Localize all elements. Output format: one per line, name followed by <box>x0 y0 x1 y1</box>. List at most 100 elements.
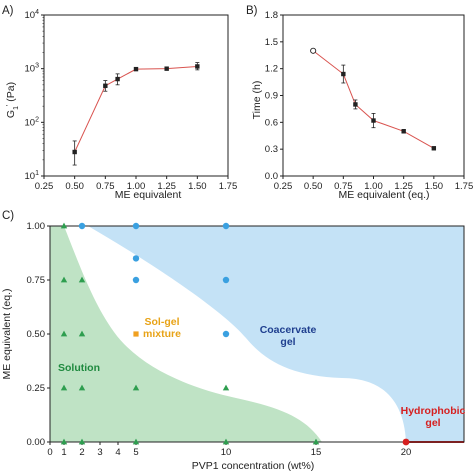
panel-a: A) ME equivalent G1' (Pa) 0.25 0.50 0.75 1.… <box>2 5 237 201</box>
panel-a-series-line <box>74 65 198 153</box>
panel-b-ytick-label: 0.9 <box>265 91 278 102</box>
panel-c: C) PVP1 concentration (wt%) ME equivalen… <box>1 210 466 472</box>
coacervate-label: Coacervate gel <box>260 324 317 348</box>
panel-a-xtick-label: 1.25 <box>157 181 176 192</box>
solution-marker <box>132 438 140 445</box>
panel-a-point <box>72 149 77 155</box>
panel-c-xtick-label: 3 <box>97 447 102 458</box>
panel-b-xtick-label: 0.50 <box>304 181 323 192</box>
panel-c-ytick-label: 0.00 <box>27 437 46 448</box>
panel-b-point <box>353 102 358 107</box>
solution-marker <box>78 330 86 337</box>
panel-a-ylabel-main: G <box>5 110 17 118</box>
panel-c-xtick-label: 2 <box>79 447 84 458</box>
panel-a-ytick-label: 104 <box>25 9 40 21</box>
panel-a-xtick-label: 0.25 <box>35 181 54 192</box>
solution-marker <box>60 276 68 283</box>
panel-c-ytick-label: 1.00 <box>27 221 46 232</box>
panel-c-xlabel: PVP1 concentration (wt%) <box>192 460 315 472</box>
panel-a-xtick-label: 1.00 <box>127 181 146 192</box>
panel-b-point <box>371 118 376 123</box>
panel-a-point <box>115 76 120 82</box>
panel-b-ytick-label: 0.6 <box>265 117 278 128</box>
hydrophobic-marker <box>402 438 410 446</box>
panel-a-xtick-label: 1.75 <box>219 181 238 192</box>
solution-marker <box>60 330 68 337</box>
panel-a-point <box>195 64 200 69</box>
solution-marker <box>222 384 230 391</box>
solution-marker <box>60 438 68 445</box>
panel-a-ytick-label: 101 <box>25 170 40 182</box>
panel-a-ylabel-sup: ' <box>6 105 13 106</box>
panel-c-xtick-label: 10 <box>221 447 232 458</box>
panel-b-point <box>431 146 437 151</box>
panel-a-ytick-label: 102 <box>25 116 40 128</box>
panel-c-label: C) <box>2 210 14 222</box>
panel-b: B) ME equivalent (eq.) Time (h) 0.25 0.50… <box>246 5 473 201</box>
panel-c-ytick-label: 0.25 <box>27 383 46 394</box>
solution-marker <box>222 438 230 445</box>
panel-b-xtick-label: 1.50 <box>425 181 444 192</box>
panel-c-xtick-label: 20 <box>401 447 412 458</box>
panel-b-frame <box>282 14 465 177</box>
panel-a-frame <box>43 14 229 177</box>
coacervate-marker <box>132 255 140 262</box>
panel-c-xtick-label: 5 <box>133 447 138 458</box>
panel-b-xtick-label: 1.25 <box>394 181 413 192</box>
panel-b-label: B) <box>246 5 258 17</box>
panel-b-point-open <box>310 47 317 54</box>
panel-b-xtick-label: 0.75 <box>334 181 353 192</box>
panel-a-ylabel-sub: 1 <box>13 106 20 110</box>
panel-a-ylabel-unit: (Pa) <box>5 82 17 105</box>
panel-b-ytick-label: 0.0 <box>265 171 278 182</box>
panel-b-xtick-label: 0.25 <box>274 181 293 192</box>
panel-a-point <box>164 66 169 71</box>
panel-b-ytick-label: 1.5 <box>265 37 278 48</box>
coacervate-marker <box>78 222 86 230</box>
panel-b-ytick-label: 0.3 <box>265 144 278 155</box>
hydrophobic-label: Hydrophobic gel <box>401 405 466 429</box>
solution-marker <box>78 276 86 283</box>
panel-c-ytick-label: 0.75 <box>27 275 46 286</box>
coacervate-region <box>50 226 464 442</box>
coacervate-marker <box>132 222 140 230</box>
panel-b-point <box>341 71 346 77</box>
panel-a-xtick-label: 1.50 <box>188 181 207 192</box>
panel-b-ytick-label: 1.8 <box>265 10 278 21</box>
panel-b-xlabel: ME equivalent (eq.) <box>338 189 429 201</box>
solution-marker <box>60 222 68 229</box>
solution-region <box>50 226 322 442</box>
coacervate-marker <box>222 222 230 230</box>
solution-marker <box>78 438 86 445</box>
panel-c-ylabel: ME equivalent (eq.) <box>1 288 13 379</box>
panel-a-ylabel: G1' (Pa) <box>5 82 20 118</box>
panel-b-point <box>401 129 406 134</box>
panel-b-ytick-label: 1.2 <box>265 64 278 75</box>
panel-a-xlabel: ME equivalent <box>115 189 182 201</box>
panel-b-series-line <box>312 50 435 149</box>
solution-marker <box>132 384 140 391</box>
coacervate-marker <box>222 276 230 284</box>
panel-c-xtick-label: 4 <box>115 447 120 458</box>
solgel-label: Sol-gel mixture <box>143 316 181 340</box>
solgel-marker <box>133 331 139 337</box>
solution-marker <box>78 384 86 391</box>
solution-label: Solution <box>58 362 100 374</box>
coacervate-marker <box>222 330 230 338</box>
panel-a-xtick-label: 0.50 <box>65 181 84 192</box>
panel-a-point <box>103 83 108 88</box>
panel-a-xtick-label: 0.75 <box>96 181 115 192</box>
panel-b-ylabel: Time (h) <box>251 81 263 120</box>
panel-a-point <box>133 66 139 72</box>
panel-c-ytick-label: 0.50 <box>27 329 46 340</box>
panel-a-label: A) <box>2 5 14 17</box>
panel-c-xtick-label: 0 <box>47 447 52 458</box>
panel-a-ytick-label: 103 <box>25 63 40 75</box>
solution-marker <box>312 438 320 445</box>
solution-marker <box>60 384 68 391</box>
panel-b-xtick-label: 1.75 <box>455 181 474 192</box>
panel-c-xtick-label: 1 <box>61 447 66 458</box>
panel-c-xtick-label: 15 <box>311 447 322 458</box>
panel-b-xtick-label: 1.00 <box>364 181 383 192</box>
